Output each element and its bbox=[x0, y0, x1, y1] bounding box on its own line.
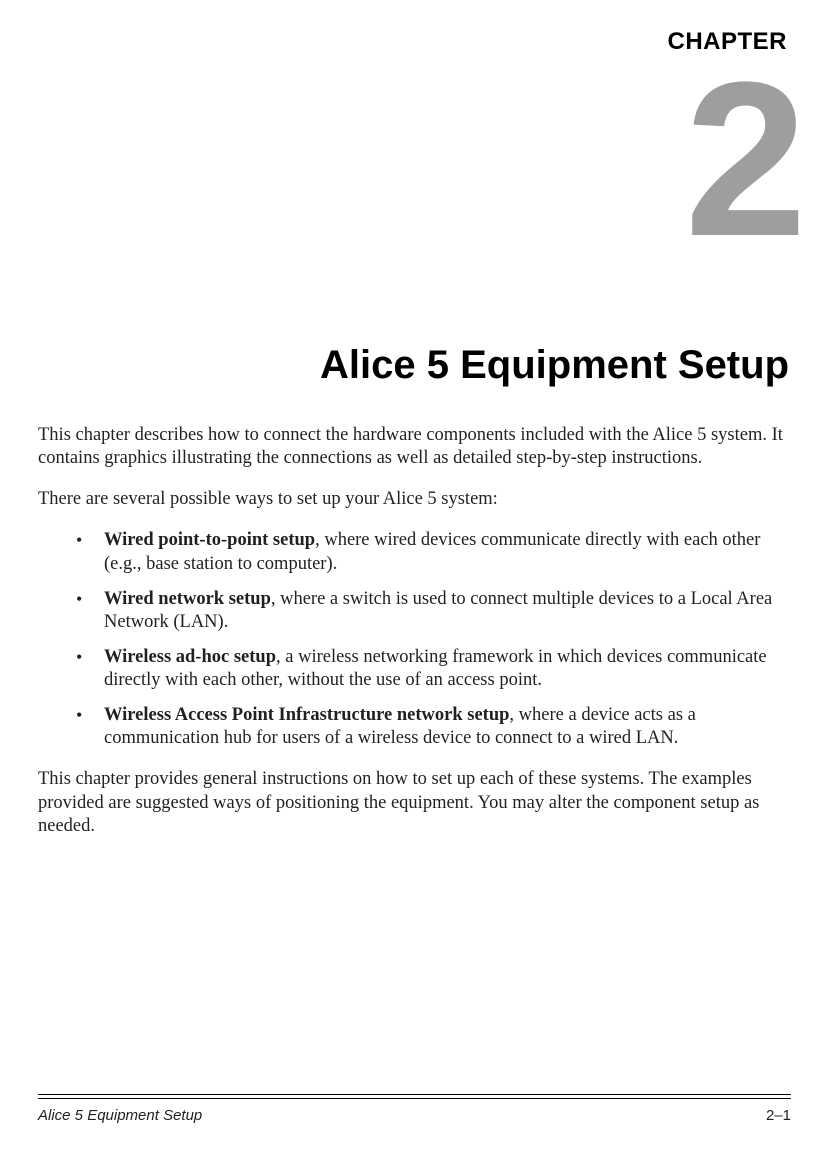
chapter-label: CHAPTER bbox=[38, 28, 787, 56]
list-item-bold: Wired point-to-point setup bbox=[104, 530, 315, 550]
footer-title: Alice 5 Equipment Setup bbox=[38, 1107, 202, 1124]
chapter-number: 2 bbox=[38, 66, 797, 253]
chapter-title: Alice 5 Equipment Setup bbox=[38, 343, 789, 388]
list-item: Wired point-to-point setup, where wired … bbox=[38, 529, 791, 575]
page-number: 2–1 bbox=[766, 1107, 791, 1124]
list-item: Wireless ad-hoc setup, a wireless networ… bbox=[38, 646, 791, 692]
list-item-bold: Wireless ad-hoc setup bbox=[104, 647, 276, 667]
list-item-bold: Wired network setup bbox=[104, 589, 271, 609]
intro-paragraph: This chapter describes how to connect th… bbox=[38, 424, 791, 470]
lead-paragraph: There are several possible ways to set u… bbox=[38, 488, 791, 511]
footer-inner: Alice 5 Equipment Setup 2–1 bbox=[38, 1098, 791, 1124]
closing-paragraph: This chapter provides general instructio… bbox=[38, 768, 791, 837]
list-item: Wireless Access Point Infrastructure net… bbox=[38, 704, 791, 750]
setup-options-list: Wired point-to-point setup, where wired … bbox=[38, 529, 791, 750]
page-footer: Alice 5 Equipment Setup 2–1 bbox=[38, 1094, 791, 1124]
list-item-bold: Wireless Access Point Infrastructure net… bbox=[104, 705, 509, 725]
list-item: Wired network setup, where a switch is u… bbox=[38, 588, 791, 634]
